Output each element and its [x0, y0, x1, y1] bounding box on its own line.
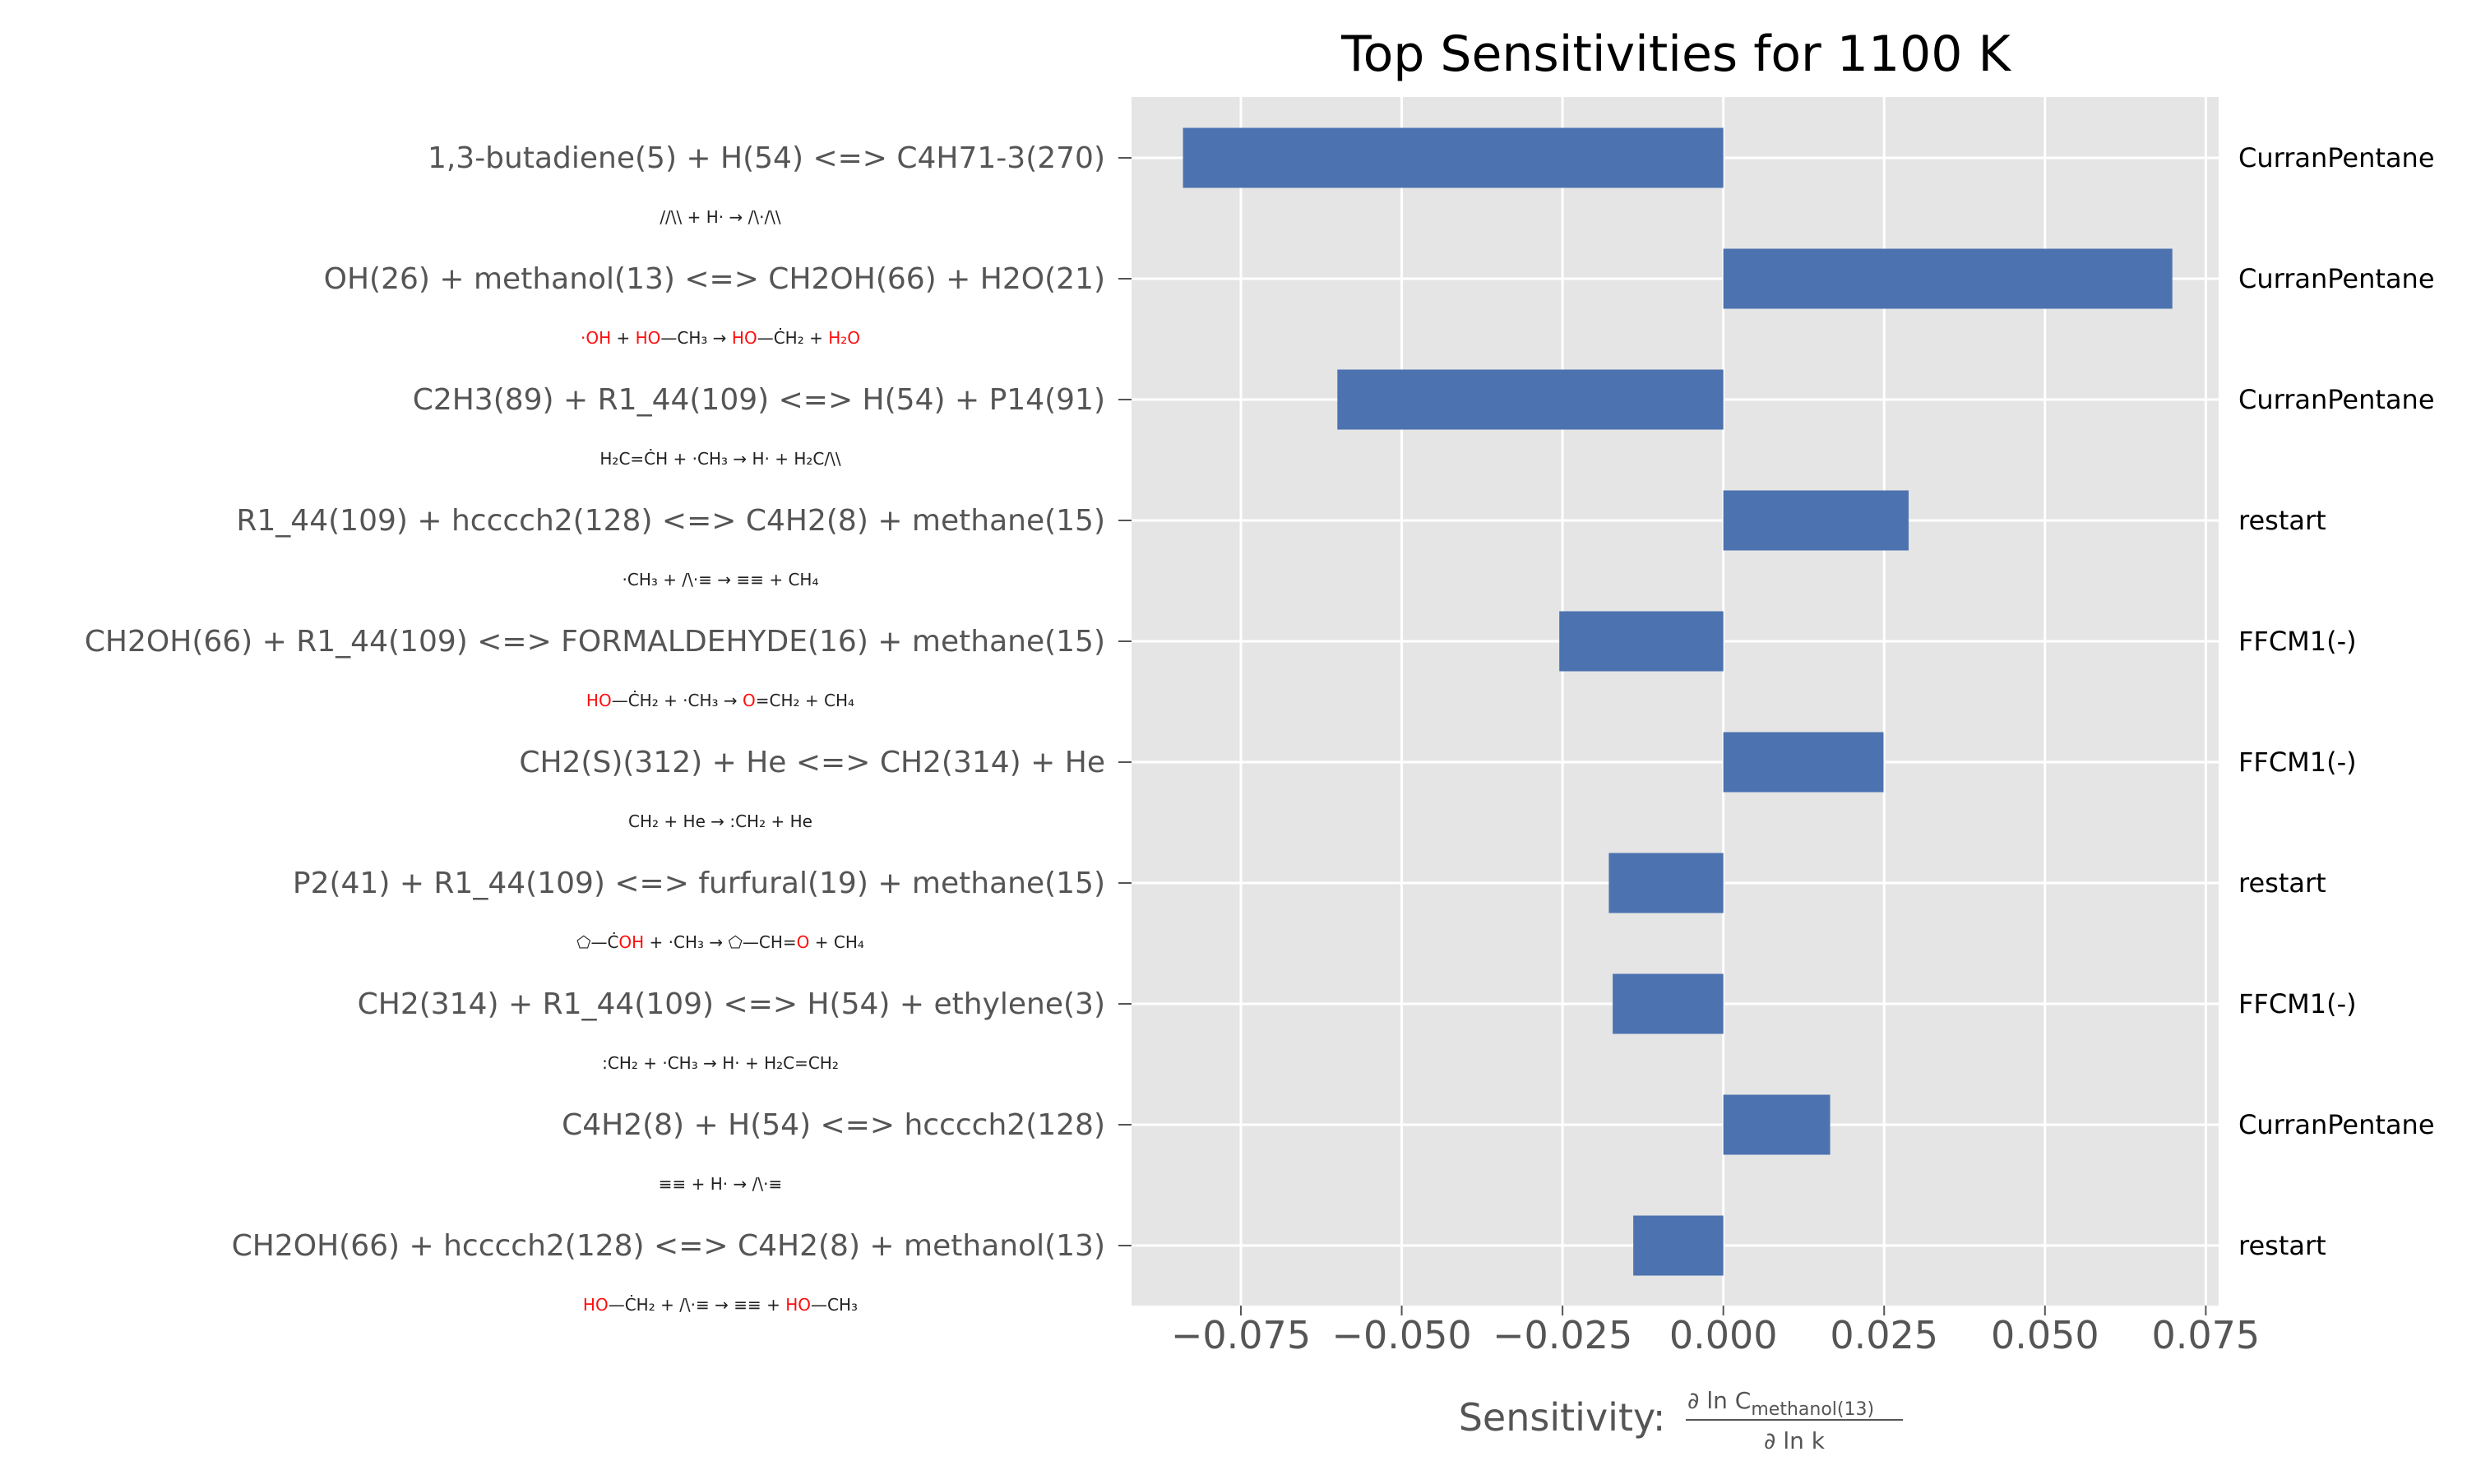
reaction-scheme: CH₂ + He → :CH₂ + He [628, 811, 812, 831]
reaction-scheme: HO—ĊH₂ + ·CH₃ → O=CH₂ + CH₄ [586, 691, 854, 710]
reaction-scheme-part: //\\ [660, 207, 682, 227]
reaction-scheme-part: + [761, 1295, 785, 1315]
y-tick-label: C4H2(8) + H(54) <=> hcccch2(128) [562, 1108, 1105, 1142]
reaction-scheme-part: /\·≡ [679, 1295, 710, 1315]
reaction-scheme: ·OH + HO—CH₃ → HO—ĊH₂ + H₂O [581, 328, 860, 348]
reaction-scheme-part: HO [583, 1295, 609, 1315]
reaction-scheme-part: —CH₃ → [660, 328, 732, 348]
reaction-scheme-part: =CH₂ + CH₄ [756, 691, 854, 710]
reaction-scheme-part: → [712, 570, 736, 589]
bar [1183, 127, 1724, 188]
reaction-scheme: ·CH₃ + /\·≡ → ≡≡ + CH₄ [623, 570, 819, 589]
reaction-scheme-part: HO [636, 328, 661, 348]
reaction-scheme-part: + [611, 328, 635, 348]
x-tick-label: 0.050 [1991, 1313, 2099, 1357]
y-tick-label: OH(26) + methanol(13) <=> CH2OH(66) + H2… [324, 262, 1105, 296]
reaction-scheme: HO—ĊH₂ + /\·≡ → ≡≡ + HO—CH₃ [583, 1295, 858, 1315]
reaction-scheme-part: ·CH₃ + [623, 570, 683, 589]
source-label: restart [2238, 1230, 2326, 1261]
bar [1723, 248, 2173, 309]
reaction-scheme-part: ≡≡ [659, 1174, 687, 1194]
bar [1613, 973, 1724, 1034]
bar [1559, 611, 1724, 672]
reaction-scheme-part: ≡≡ [734, 1295, 761, 1315]
source-label: FFCM1(-) [2238, 747, 2357, 778]
reaction-scheme-part: /\·≡ [752, 1174, 783, 1194]
reaction-scheme-part: —ĊH₂ + [609, 1295, 680, 1315]
reaction-scheme-part: —ĊH₂ + [757, 328, 829, 348]
reaction-scheme: ≡≡ + H· → /\·≡ [659, 1174, 782, 1194]
y-tick-label: P2(41) + R1_44(109) <=> furfural(19) + m… [293, 867, 1105, 900]
bar [1337, 369, 1724, 430]
reaction-scheme: H₂C=ĊH + ·CH₃ → H· + H₂C/\\ [599, 449, 840, 469]
y-tick-label: CH2(314) + R1_44(109) <=> H(54) + ethyle… [358, 987, 1105, 1021]
source-label: CurranPentane [2238, 142, 2435, 173]
reaction-scheme-part: O [743, 691, 756, 710]
reaction-scheme-part: HO [732, 328, 757, 348]
reaction-scheme-part: HO [586, 691, 612, 710]
bar [1723, 1094, 1831, 1155]
x-axis-label: Sensitivity: ∂ ln Cmethanol(13) ∂ ln k [1459, 1387, 1903, 1454]
y-tick-label: CH2OH(66) + hcccch2(128) <=> C4H2(8) + m… [232, 1229, 1105, 1263]
reaction-scheme-part: :CH₂ + ·CH₃ → H· + H₂C=CH₂ [602, 1053, 839, 1073]
reaction-scheme: ⬠—ĊOH + ·CH₃ → ⬠—CH=O + CH₄ [576, 932, 864, 952]
reaction-scheme-part: /\\ [824, 449, 840, 469]
source-label: restart [2238, 505, 2326, 536]
reaction-scheme-part: /\·/\\ [748, 207, 781, 227]
x-tick-label: 0.075 [2152, 1313, 2261, 1357]
x-tick-labels: −0.075 −0.050 −0.025 0.000 0.025 0.050 0.075 [1171, 1306, 2260, 1357]
reaction-scheme-part: H₂C=ĊH + ·CH₃ → H· + H₂C [599, 449, 824, 469]
x-tick-label: 0.000 [1669, 1313, 1778, 1357]
chart-title: Top Sensitivities for 1100 K [1340, 25, 2011, 83]
x-tick-label: 0.025 [1830, 1313, 1938, 1357]
reaction-scheme-part: + H· → [686, 1174, 752, 1194]
y-tick-label: R1_44(109) + hcccch2(128) <=> C4H2(8) + … [236, 504, 1105, 538]
y-tick-label: C2H3(89) + R1_44(109) <=> H(54) + P14(91… [413, 383, 1105, 417]
source-label: restart [2238, 867, 2326, 899]
x-tick-label: −0.025 [1493, 1313, 1632, 1357]
reaction-scheme-part: + CH₄ [809, 932, 864, 952]
reaction-scheme-part: O [797, 932, 810, 952]
source-label: FFCM1(-) [2238, 626, 2357, 657]
x-axis-label-numerator: ∂ ln Cmethanol(13) [1687, 1387, 1874, 1420]
bar [1723, 732, 1884, 793]
x-tick-label: −0.050 [1331, 1313, 1471, 1357]
x-axis-label-prefix: Sensitivity: [1459, 1395, 1678, 1440]
bar [1608, 853, 1724, 913]
reaction-scheme-part: /\·≡ [682, 570, 712, 589]
y-tick-label: 1,3-butadiene(5) + H(54) <=> C4H71-3(270… [428, 141, 1105, 175]
reaction-scheme-part: + H· → [682, 207, 748, 227]
y-tick-label: CH2(S)(312) + He <=> CH2(314) + He [519, 746, 1105, 779]
source-labels: CurranPentane CurranPentane CurranPentane r… [2238, 142, 2435, 1261]
x-axis-label-denominator: ∂ ln k [1764, 1427, 1826, 1454]
reaction-scheme-part: —CH₃ [811, 1295, 858, 1315]
source-label: FFCM1(-) [2238, 988, 2357, 1019]
reaction-scheme: //\\ + H· → /\·/\\ [660, 207, 781, 227]
reaction-scheme-part: H₂O [828, 328, 860, 348]
y-tick-labels: 1,3-butadiene(5) + H(54) <=> C4H71-3(270… [85, 141, 1132, 1263]
reaction-schemes: //\\ + H· → /\·/\\·OH + HO—CH₃ → HO—ĊH₂ … [576, 207, 864, 1315]
x-tick-label: −0.075 [1171, 1313, 1311, 1357]
bar [1633, 1215, 1724, 1276]
reaction-scheme-part: HO [785, 1295, 811, 1315]
reaction-scheme: :CH₂ + ·CH₃ → H· + H₂C=CH₂ [602, 1053, 839, 1073]
y-tick-label: CH2OH(66) + R1_44(109) <=> FORMALDEHYDE(… [85, 625, 1105, 659]
reaction-scheme-part: ⬠—Ċ [576, 932, 618, 952]
reaction-scheme-part: —ĊH₂ + ·CH₃ → [612, 691, 743, 710]
reaction-scheme-part: CH₂ + He → :CH₂ + He [628, 811, 812, 831]
source-label: CurranPentane [2238, 263, 2435, 294]
reaction-scheme-part: → [710, 1295, 734, 1315]
reaction-scheme-part: + ·CH₃ → ⬠—CH= [644, 932, 796, 952]
reaction-scheme-part: OH [618, 932, 644, 952]
reaction-scheme-part: + CH₄ [764, 570, 819, 589]
reaction-scheme-part: ·OH [581, 328, 611, 348]
bar [1723, 490, 1909, 551]
source-label: CurranPentane [2238, 384, 2435, 415]
bars [1183, 127, 2173, 1276]
source-label: CurranPentane [2238, 1109, 2435, 1140]
reaction-scheme-part: ≡≡ [736, 570, 764, 589]
